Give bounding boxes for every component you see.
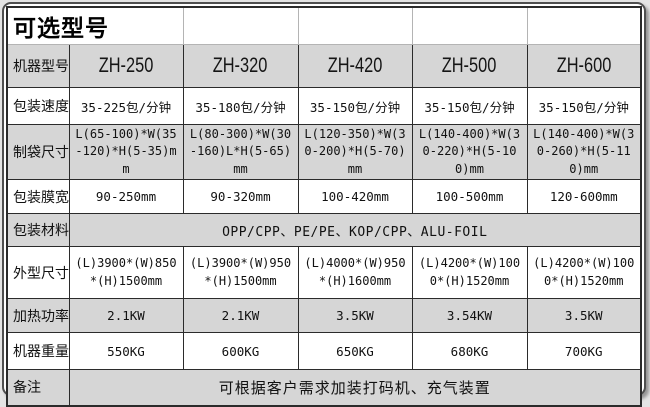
spec-cell: (L)4200*(W)1000*(H)1520mm (411, 246, 528, 300)
spec-cell: 700KG (526, 332, 642, 371)
spec-cell: 90-250mm (68, 179, 184, 215)
spec-cell: 550KG (68, 332, 184, 371)
spec-row-film-width: 包装膜宽 90-250mm 90-320mm 100-420mm 100-500… (6, 179, 642, 215)
spec-cell: L(80-300)*W(30-160)L*H(5-65)mm (182, 123, 299, 181)
header-row-label: 机器型号 (6, 44, 70, 88)
model-header: ZH-250 (68, 44, 184, 88)
spec-row-packing-speed: 包装速度 35-225包/分钟 35-180包/分钟 35-150包/分钟 35… (6, 87, 642, 125)
spec-row-outer-dimensions: 外型尺寸 (L)3900*(W)850*(H)1500mm (L)3900*(W… (6, 246, 642, 300)
row-label: 包装膜宽 (6, 179, 70, 215)
title-spacer-cell (526, 7, 642, 45)
model-header: ZH-600 (526, 44, 642, 88)
spec-row-remarks: 备注 可根据客户需求加装打码机、充气装置 (6, 369, 642, 407)
spec-cell: L(65-100)*W(35-120)*H(5-35)mm (68, 123, 184, 181)
spec-row-bag-size: 制袋尺寸 L(65-100)*W(35-120)*H(5-35)mm L(80-… (6, 123, 642, 181)
spec-cell: 2.1KW (182, 298, 299, 334)
row-label: 外型尺寸 (6, 246, 70, 300)
spec-cell: 3.5KW (297, 298, 413, 334)
model-name: ZH-250 (98, 54, 154, 77)
spec-cell: (L)3900*(W)950*(H)1500mm (182, 246, 299, 300)
title-spacer-cell (297, 7, 413, 45)
title-row: 可选型号 (6, 7, 642, 45)
model-header: ZH-320 (182, 44, 299, 88)
model-header: ZH-420 (297, 44, 413, 88)
row-label: 包装材料 (6, 213, 70, 248)
model-header-row: 机器型号 ZH-250 ZH-320 ZH-420 ZH-500 ZH-600 (6, 44, 642, 88)
page-title: 可选型号 (6, 7, 184, 45)
model-name: ZH-420 (327, 54, 383, 77)
spec-cell: 100-420mm (297, 179, 413, 215)
spec-cell: 120-600mm (526, 179, 642, 215)
spec-cell: 680KG (411, 332, 528, 371)
model-name: ZH-600 (556, 54, 612, 77)
spec-cell: (L)3900*(W)850*(H)1500mm (68, 246, 184, 300)
spec-cell: 35-150包/分钟 (297, 87, 413, 125)
spec-cell: 90-320mm (182, 179, 299, 215)
spec-cell: 35-150包/分钟 (526, 87, 642, 125)
spec-cell-merged: OPP/CPP、PE/PE、KOP/CPP、ALU-FOIL (68, 213, 642, 248)
spec-table: 可选型号 机器型号 ZH-250 ZH-320 ZH-420 ZH-500 ZH… (6, 6, 642, 407)
spec-cell: L(140-400)*W(30-220)*H(5-100)mm (411, 123, 528, 181)
row-label: 加热功率 (6, 298, 70, 334)
spec-cell: L(140-400)*W(30-260)*H(5-110)mm (526, 123, 642, 181)
spec-cell: 600KG (182, 332, 299, 371)
spec-cell: (L)4000*(W)950*(H)1600mm (297, 246, 413, 300)
spec-cell: 35-225包/分钟 (68, 87, 184, 125)
model-name: ZH-500 (442, 54, 497, 77)
spec-cell-merged: 可根据客户需求加装打码机、充气装置 (68, 369, 642, 407)
spec-cell: 35-180包/分钟 (182, 87, 299, 125)
row-label: 制袋尺寸 (6, 123, 70, 181)
row-label: 包装速度 (6, 87, 70, 125)
spec-row-heating-power: 加热功率 2.1KW 2.1KW 3.5KW 3.54KW 3.5KW (6, 298, 642, 334)
spec-cell: 35-150包/分钟 (411, 87, 528, 125)
spec-cell: 3.54KW (411, 298, 528, 334)
model-name: ZH-320 (213, 54, 268, 77)
title-spacer-cell (182, 7, 299, 45)
spec-cell: 650KG (297, 332, 413, 371)
spec-cell: (L)4200*(W)1000*(H)1520mm (526, 246, 642, 300)
row-label: 备注 (6, 369, 70, 407)
model-header: ZH-500 (411, 44, 528, 88)
spec-cell: L(120-350)*W(30-200)*H(5-70)mm (297, 123, 413, 181)
row-label: 机器重量 (6, 332, 70, 371)
spec-cell: 2.1KW (68, 298, 184, 334)
spec-row-packing-material: 包装材料 OPP/CPP、PE/PE、KOP/CPP、ALU-FOIL (6, 213, 642, 248)
spec-row-machine-weight: 机器重量 550KG 600KG 650KG 680KG 700KG (6, 332, 642, 371)
title-spacer-cell (411, 7, 528, 45)
spec-cell: 3.5KW (526, 298, 642, 334)
spec-cell: 100-500mm (411, 179, 528, 215)
